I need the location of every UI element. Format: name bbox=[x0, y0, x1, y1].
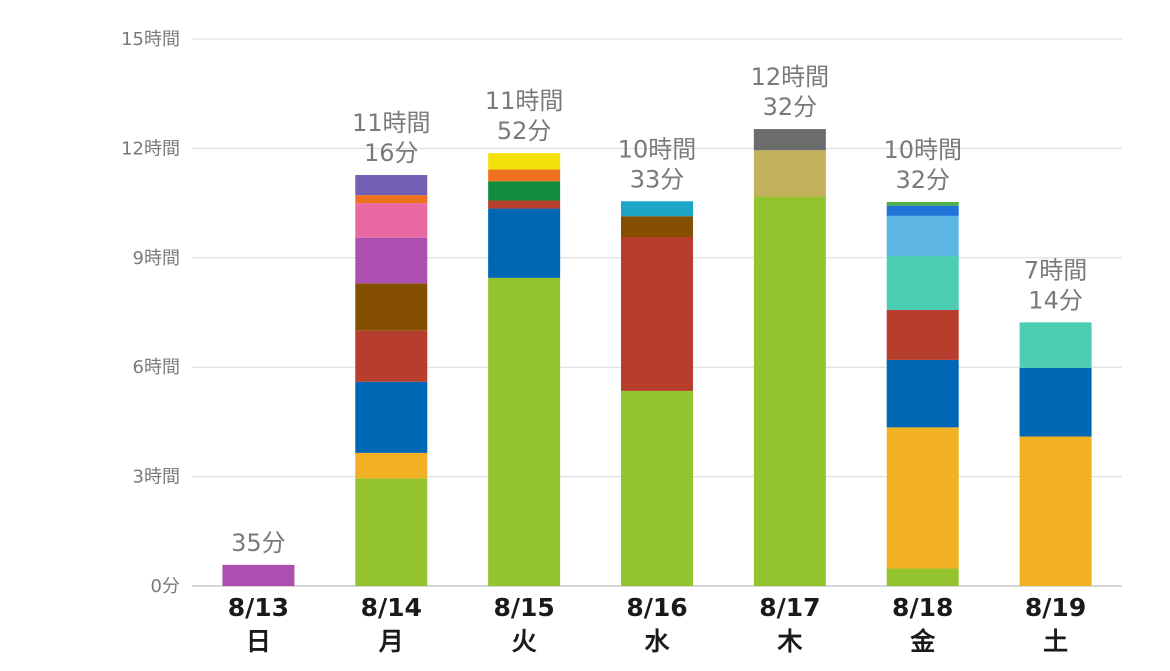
bar-segment bbox=[886, 202, 959, 206]
x-tick-day: 金 bbox=[909, 627, 936, 656]
bar-segment bbox=[355, 237, 428, 284]
y-tick-label: 6時間 bbox=[133, 357, 180, 378]
bar-segment bbox=[886, 215, 959, 256]
bar-segment bbox=[355, 175, 428, 196]
bar-segment bbox=[886, 205, 959, 216]
x-tick-date: 8/14 bbox=[361, 593, 422, 622]
bar-segment bbox=[1019, 367, 1092, 437]
bar-total-label: 11時間 bbox=[485, 87, 564, 115]
labels: 0分3時間6時間9時間12時間15時間35分8/13日11時間16分8/14月1… bbox=[121, 29, 1087, 656]
bar-total-label: 32分 bbox=[763, 93, 818, 121]
x-tick-day: 月 bbox=[378, 627, 404, 656]
bar-segment bbox=[753, 196, 826, 586]
bar-total-label: 52分 bbox=[497, 117, 552, 145]
bar-segment bbox=[488, 153, 561, 170]
bar-segment bbox=[355, 478, 428, 586]
bar-segment bbox=[886, 359, 959, 428]
bar-total-label: 32分 bbox=[895, 166, 950, 194]
y-tick-label: 0分 bbox=[151, 576, 180, 597]
bar-segment bbox=[488, 200, 561, 209]
bar-total-label: 14分 bbox=[1028, 286, 1083, 314]
bars bbox=[222, 129, 1092, 586]
bar-segment bbox=[488, 277, 561, 586]
y-tick-label: 3時間 bbox=[133, 467, 180, 488]
bar-total-label: 10時間 bbox=[618, 135, 697, 163]
x-tick-date: 8/15 bbox=[493, 593, 554, 622]
bar-total-label: 16分 bbox=[364, 139, 419, 167]
bar-segment bbox=[753, 150, 826, 197]
bar-segment bbox=[355, 203, 428, 238]
y-tick-label: 12時間 bbox=[121, 138, 180, 159]
bar-segment bbox=[886, 309, 959, 360]
x-tick-day: 木 bbox=[776, 627, 802, 656]
bar-segment bbox=[488, 181, 561, 201]
bar-segment bbox=[222, 564, 295, 586]
bar-segment bbox=[753, 129, 826, 151]
bar-segment bbox=[488, 208, 561, 278]
bar-segment bbox=[621, 390, 693, 586]
bar-segment bbox=[355, 452, 428, 479]
bar-segment bbox=[886, 255, 959, 310]
bar-segment bbox=[355, 330, 428, 382]
x-tick-day: 火 bbox=[512, 627, 537, 656]
bar-total-label: 11時間 bbox=[352, 109, 431, 137]
bar-segment bbox=[355, 283, 428, 331]
x-tick-day: 水 bbox=[644, 627, 670, 656]
x-tick-date: 8/18 bbox=[892, 593, 953, 622]
bar-total-label: 33分 bbox=[630, 165, 685, 193]
y-tick-label: 15時間 bbox=[121, 29, 180, 50]
bar-total-label: 7時間 bbox=[1024, 256, 1087, 284]
x-tick-date: 8/13 bbox=[228, 593, 289, 622]
bar-total-label: 10時間 bbox=[883, 136, 962, 164]
x-tick-day: 日 bbox=[246, 627, 271, 656]
x-tick-date: 8/19 bbox=[1025, 593, 1086, 622]
y-tick-label: 9時間 bbox=[133, 248, 180, 269]
bar-total-label: 12時間 bbox=[751, 63, 830, 91]
x-tick-date: 8/17 bbox=[759, 593, 820, 622]
x-tick-date: 8/16 bbox=[626, 593, 687, 622]
bar-segment bbox=[621, 237, 693, 391]
bar-segment bbox=[355, 381, 428, 453]
bar-segment bbox=[886, 568, 959, 586]
bar-segment bbox=[886, 427, 959, 569]
bar-segment bbox=[355, 195, 428, 204]
x-tick-day: 土 bbox=[1043, 627, 1068, 656]
bar-segment bbox=[621, 216, 693, 238]
bar-segment bbox=[488, 169, 561, 182]
bar-segment bbox=[1019, 436, 1092, 586]
bar-segment bbox=[1019, 322, 1092, 368]
bar-segment bbox=[621, 201, 693, 217]
bar-total-label: 35分 bbox=[231, 529, 286, 557]
